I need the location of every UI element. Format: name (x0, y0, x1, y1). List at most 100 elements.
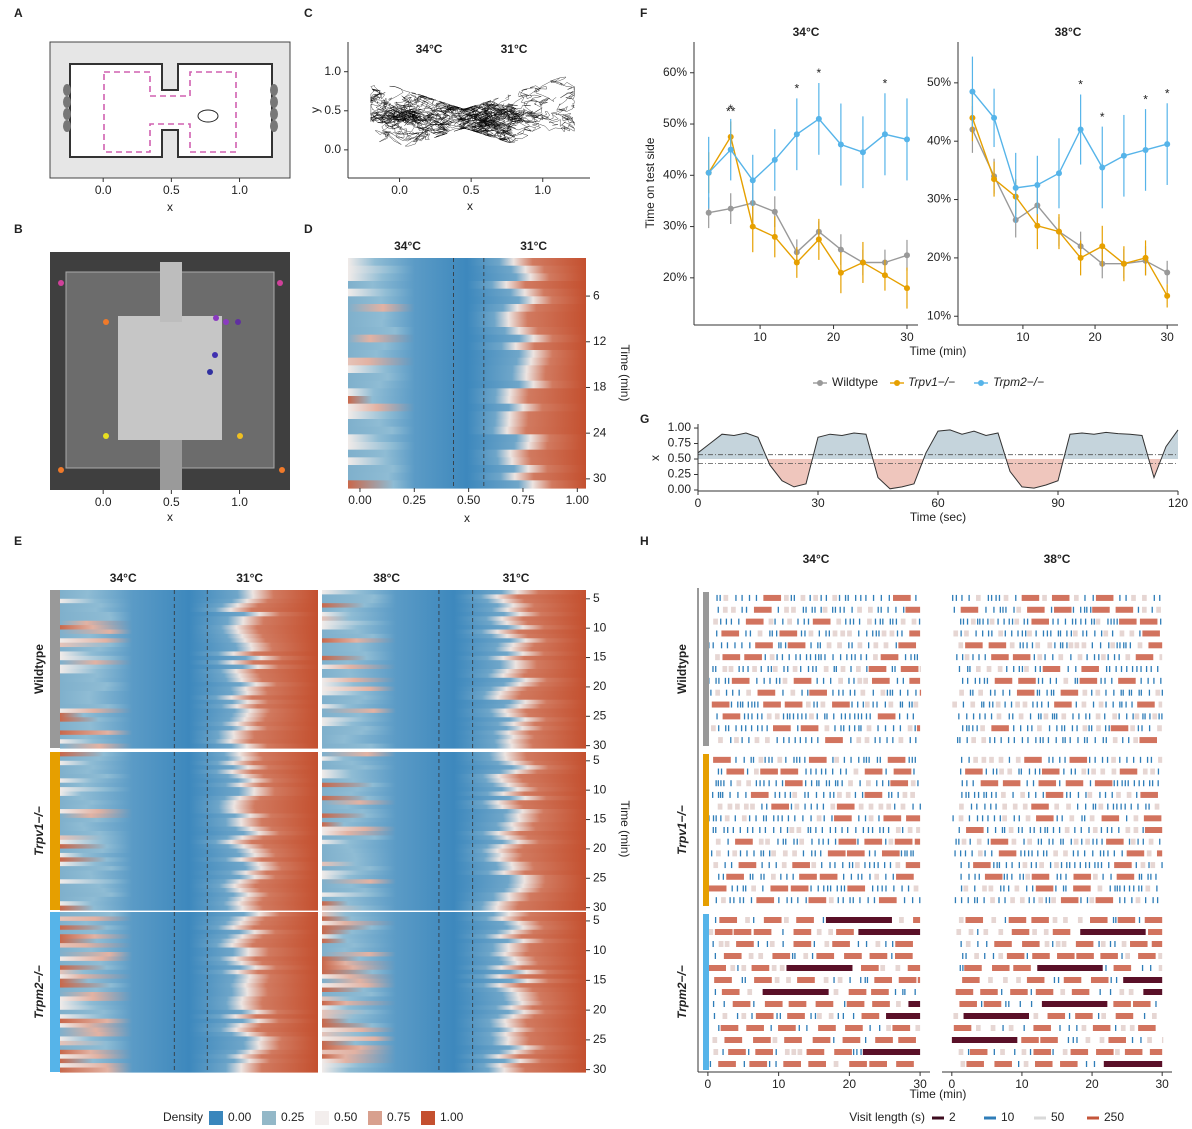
visit (783, 737, 785, 744)
visit (819, 642, 821, 649)
visit (836, 929, 854, 935)
visit (1079, 677, 1098, 684)
visit (833, 977, 835, 983)
visit (1064, 827, 1070, 833)
x-tick-label: 1.0 (231, 495, 248, 509)
visit (1093, 873, 1098, 880)
visit (837, 1013, 839, 1019)
visit (962, 725, 964, 732)
visit (751, 965, 770, 971)
heat-row (322, 883, 586, 889)
visit (727, 838, 729, 845)
visit (762, 989, 829, 995)
visit (981, 737, 987, 744)
visit (962, 977, 980, 983)
visit (1046, 850, 1048, 857)
visit (828, 897, 834, 904)
visit (730, 780, 732, 787)
arena-photo (50, 252, 290, 490)
visit (778, 897, 780, 904)
visit (859, 780, 861, 787)
visit (1110, 977, 1112, 983)
visit (1021, 594, 1040, 601)
visit (715, 666, 717, 672)
visit (1112, 803, 1115, 810)
visit (873, 862, 875, 869)
visit (893, 594, 911, 601)
visit (1121, 701, 1123, 708)
visit (863, 677, 869, 684)
visit (1012, 713, 1014, 720)
visit (1062, 1049, 1068, 1055)
visit (909, 737, 911, 744)
visit (715, 827, 717, 833)
heat-row (322, 839, 586, 845)
visit (913, 917, 921, 923)
visit (962, 701, 965, 708)
x-tick-label: 0.5 (163, 183, 180, 197)
y-tick-label: 0.25 (668, 467, 692, 481)
visit (814, 654, 817, 661)
heat-row (60, 866, 318, 872)
visit (801, 713, 803, 720)
visit (860, 654, 862, 661)
visit (774, 791, 776, 798)
heat-row (60, 943, 318, 949)
point (771, 233, 778, 240)
heat-row (322, 848, 586, 854)
heat-row (322, 590, 586, 595)
visit (762, 815, 765, 822)
visit (765, 815, 767, 822)
visit (780, 827, 782, 833)
visit (803, 618, 805, 625)
visit (905, 606, 921, 613)
arena-wall (69, 63, 273, 158)
visit (1142, 713, 1144, 720)
visit (812, 1037, 831, 1043)
visit (1154, 803, 1160, 810)
visit (816, 815, 822, 822)
y-tick-label: 18 (593, 380, 607, 394)
x-tick-label: 30 (900, 330, 914, 344)
visit (1004, 701, 1006, 708)
visit (769, 654, 775, 661)
visit (983, 929, 989, 935)
visit (1151, 606, 1153, 613)
visit (1002, 815, 1007, 822)
visit (719, 791, 722, 798)
visit (958, 827, 960, 833)
visit (788, 654, 790, 661)
visit (712, 666, 714, 672)
visit (841, 827, 843, 833)
visit (1121, 850, 1123, 857)
visit (1128, 989, 1134, 995)
visit (1130, 725, 1135, 732)
visit (960, 630, 962, 637)
point (881, 272, 888, 279)
visit (1029, 713, 1032, 720)
visit (1074, 827, 1076, 833)
trajectory (473, 100, 527, 123)
visit (991, 654, 1009, 661)
visit (736, 885, 739, 892)
visit (1146, 756, 1149, 763)
visit (852, 1013, 855, 1019)
visit (732, 689, 734, 696)
visit (914, 756, 916, 763)
visit (775, 780, 777, 787)
visit (966, 713, 968, 720)
visit (1125, 654, 1131, 661)
visit (836, 885, 838, 892)
heat-row (322, 638, 586, 644)
visit (1024, 666, 1029, 672)
visit (751, 713, 753, 720)
visit (895, 618, 898, 625)
visit (1135, 654, 1154, 661)
visit (790, 689, 796, 696)
visit (1043, 929, 1049, 935)
visit (743, 713, 746, 720)
visit (1091, 642, 1093, 649)
visit (845, 768, 847, 775)
visit (719, 917, 738, 923)
visit (876, 756, 879, 763)
